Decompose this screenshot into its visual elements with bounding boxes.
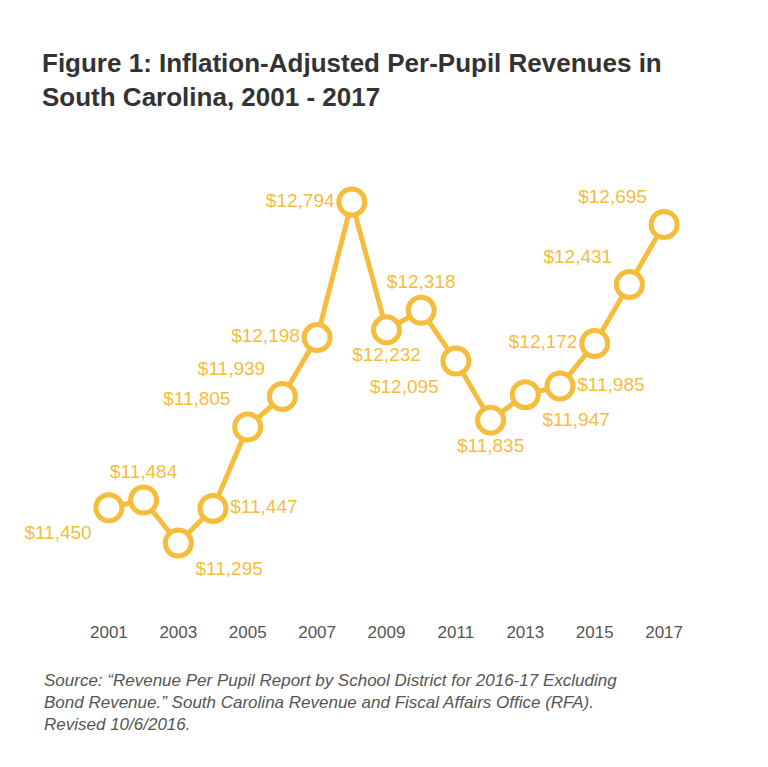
svg-text:$12,431: $12,431 <box>543 246 612 267</box>
svg-text:2007: 2007 <box>298 623 336 642</box>
svg-text:2017: 2017 <box>645 623 683 642</box>
svg-text:2011: 2011 <box>438 623 475 642</box>
svg-text:$12,172: $12,172 <box>509 331 578 352</box>
svg-text:$11,985: $11,985 <box>577 374 644 395</box>
svg-text:$12,198: $12,198 <box>231 325 300 346</box>
svg-text:$12,794: $12,794 <box>266 190 335 211</box>
svg-text:Figure 1: Inflation-Adjusted P: Figure 1: Inflation-Adjusted Per-Pupil R… <box>42 48 662 112</box>
svg-text:$11,805: $11,805 <box>163 388 230 409</box>
svg-text:$11,484: $11,484 <box>110 461 178 482</box>
svg-text:Source: “Revenue Per Pupil Rep: Source: “Revenue Per Pupil Report by Sch… <box>44 671 617 734</box>
svg-text:$11,835: $11,835 <box>457 435 524 456</box>
svg-text:2013: 2013 <box>506 623 544 642</box>
svg-text:2015: 2015 <box>576 623 614 642</box>
svg-text:$11,450: $11,450 <box>24 522 91 543</box>
svg-text:2009: 2009 <box>368 623 406 642</box>
svg-text:$12,318: $12,318 <box>387 271 456 292</box>
svg-text:$11,939: $11,939 <box>198 358 265 379</box>
svg-text:$12,095: $12,095 <box>370 376 439 397</box>
svg-text:$11,295: $11,295 <box>196 558 263 579</box>
svg-text:2005: 2005 <box>229 623 267 642</box>
svg-text:2003: 2003 <box>159 623 197 642</box>
svg-text:$11,947: $11,947 <box>543 409 610 430</box>
svg-text:$12,232: $12,232 <box>352 344 421 365</box>
svg-text:$12,695: $12,695 <box>578 186 647 207</box>
svg-text:2001: 2001 <box>90 623 128 642</box>
svg-text:$11,447: $11,447 <box>230 496 297 517</box>
